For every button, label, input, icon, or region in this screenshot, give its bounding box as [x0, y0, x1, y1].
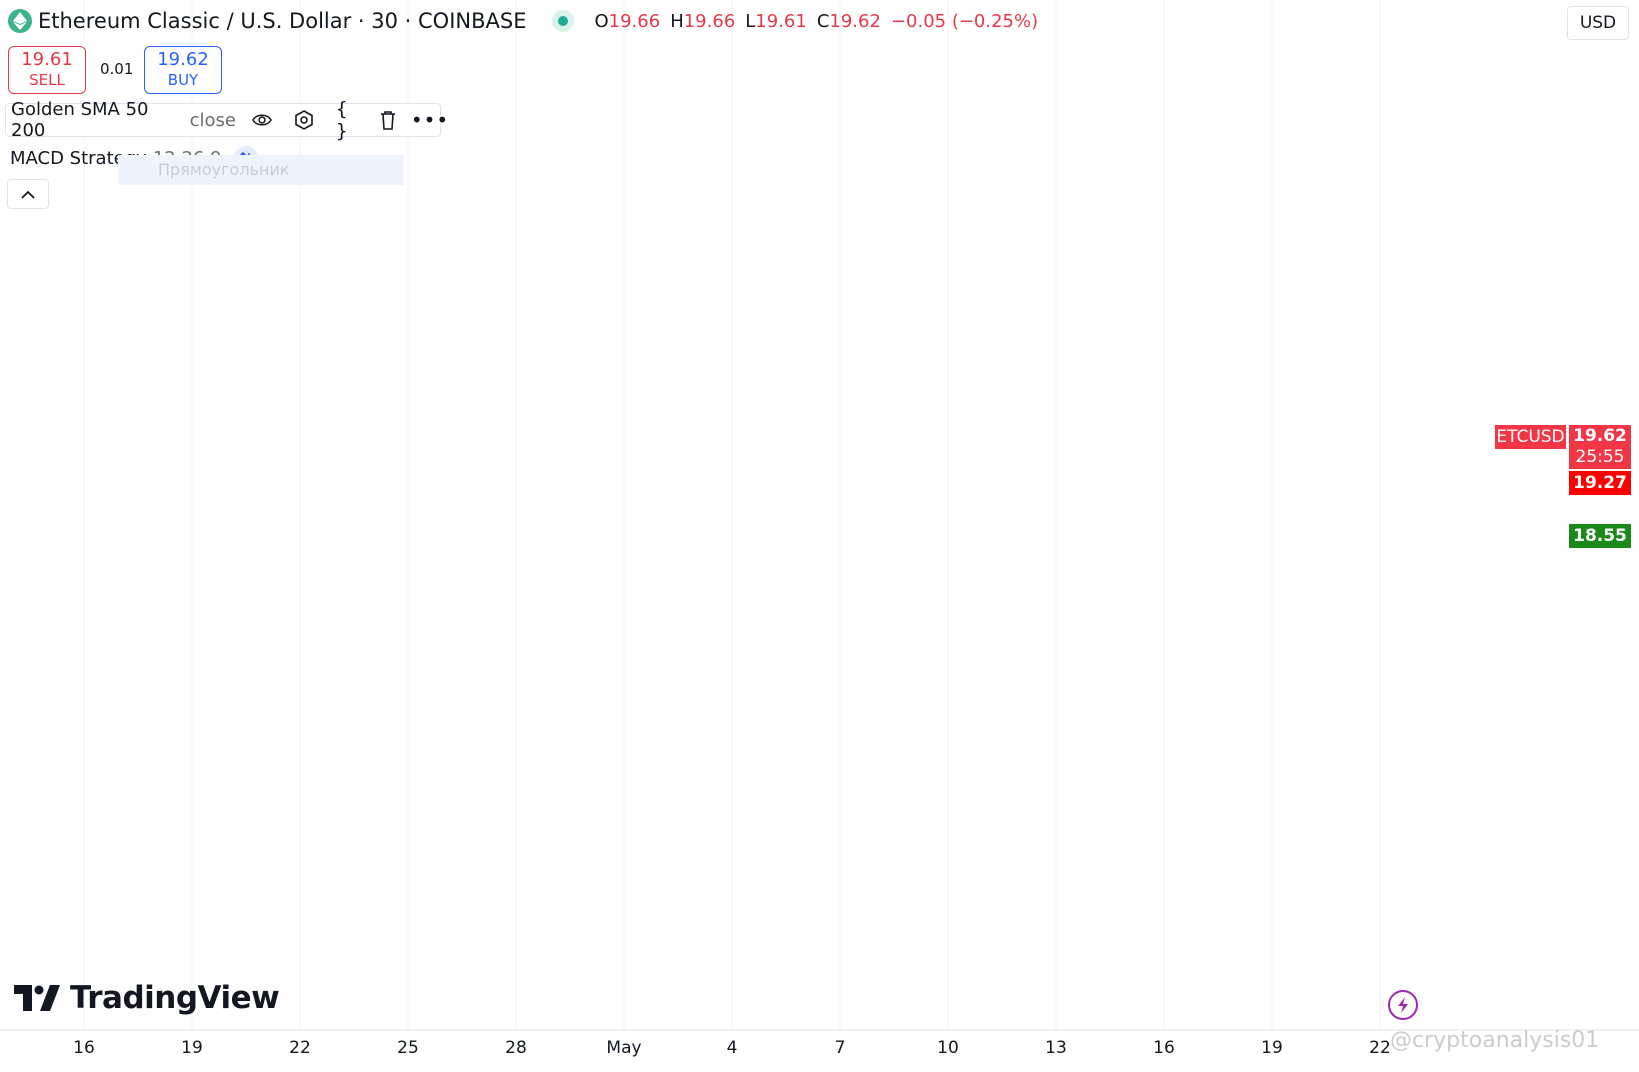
tradingview-logo[interactable]: TradingView [14, 978, 280, 1018]
indicator-params: close [189, 109, 236, 131]
time-tick-label: May [606, 1038, 642, 1058]
high-label: H [670, 10, 684, 32]
time-tick-label: 28 [505, 1038, 527, 1058]
time-tick-label: 10 [937, 1038, 959, 1058]
watermark-text: @cryptoanalysis01 [1390, 1028, 1600, 1053]
time-tick-label: 22 [1369, 1038, 1391, 1058]
tradingview-logo-icon [14, 985, 60, 1011]
brand-name: TradingView [70, 980, 280, 1016]
sell-label: SELL [29, 71, 65, 89]
high-value: 19.66 [683, 10, 736, 32]
eye-icon[interactable] [252, 110, 272, 130]
more-icon[interactable]: ••• [410, 108, 450, 132]
delete-icon[interactable] [378, 110, 398, 130]
sma-slow-tag: 18.55 [1569, 524, 1631, 548]
lightning-icon[interactable] [1388, 990, 1418, 1020]
time-tick-label: 4 [726, 1038, 738, 1058]
ohlc-values: O19.66 H19.66 L19.61 C19.62 −0.05 (−0.25… [594, 11, 1038, 32]
currency-button[interactable]: USD [1567, 6, 1629, 40]
sma-fast-tag: 19.27 [1569, 471, 1631, 495]
time-tick-label: 13 [1045, 1038, 1067, 1058]
close-value: 19.62 [829, 10, 881, 32]
low-label: L [745, 10, 756, 32]
close-label: C [816, 10, 830, 32]
indicator-name: Golden SMA 50 200 [11, 99, 149, 141]
bar-countdown: 25:55 [1575, 447, 1625, 467]
open-value: 19.66 [608, 10, 661, 32]
time-tick-label: 25 [397, 1038, 419, 1058]
source-code-icon[interactable]: { } [336, 98, 348, 142]
symbol-title[interactable]: Ethereum Classic / U.S. Dollar · 30 · CO… [38, 9, 527, 33]
sell-button[interactable]: 19.61 SELL [8, 46, 86, 94]
low-value: 19.61 [755, 10, 807, 32]
drawing-tooltip: Прямоугольник [118, 155, 404, 185]
time-tick-label: 16 [73, 1038, 95, 1058]
chevron-up-icon [21, 190, 35, 199]
market-status-icon [552, 10, 575, 32]
last-price: 19.62 [1573, 426, 1627, 446]
settings-icon[interactable] [294, 110, 314, 130]
time-tick-label: 19 [181, 1038, 203, 1058]
last-price-tag: 19.62 25:55 [1569, 425, 1631, 469]
time-tick-label: 7 [834, 1038, 846, 1058]
time-tick-label: 19 [1261, 1038, 1283, 1058]
ethereum-classic-icon [8, 9, 32, 33]
indicator-golden-sma[interactable]: Golden SMA 50 200 close { } ••• [5, 98, 450, 142]
open-label: O [594, 10, 609, 32]
spread-value: 0.01 [100, 60, 134, 78]
sell-price: 19.61 [21, 49, 73, 70]
symbol-header: Ethereum Classic / U.S. Dollar · 30 · CO… [8, 6, 1038, 36]
time-tick-label: 22 [289, 1038, 311, 1058]
change-value: −0.05 (−0.25%) [890, 10, 1039, 32]
time-tick-label: 16 [1153, 1038, 1175, 1058]
buy-button[interactable]: 19.62 BUY [144, 46, 222, 94]
symbol-price-tag: ETCUSD [1495, 425, 1566, 449]
collapse-legend-button[interactable] [7, 179, 49, 209]
buy-label: BUY [167, 71, 199, 89]
buy-price: 19.62 [157, 49, 209, 70]
indicator-name: MACD Strategy [10, 147, 147, 169]
